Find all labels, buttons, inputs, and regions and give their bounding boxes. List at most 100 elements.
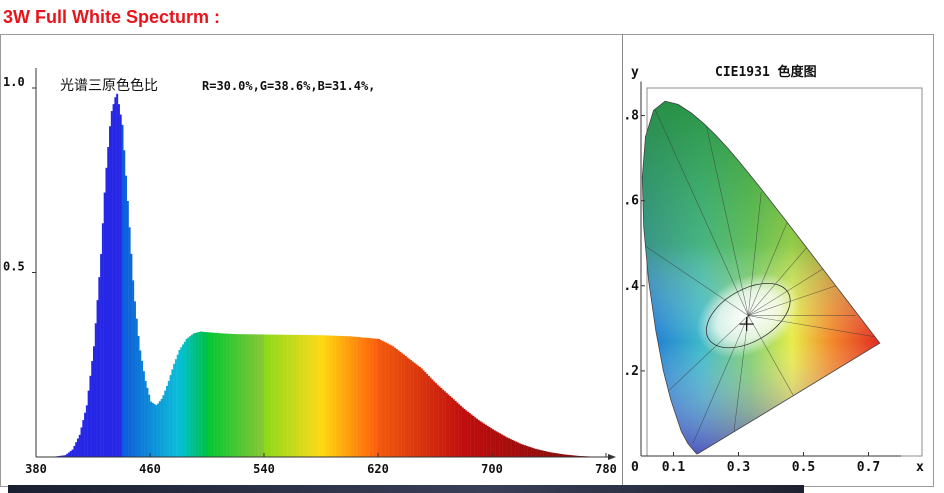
spectrum-bar: [424, 372, 427, 457]
spectrum-bar: [481, 422, 484, 457]
spectrum-bar: [468, 413, 471, 457]
spectrum-bar: [155, 405, 158, 457]
spectrum-bar: [329, 335, 332, 457]
spectrum-bar: [543, 450, 546, 457]
spectrum-y-ticks: 1.0 0.5: [3, 75, 36, 274]
spectrum-bar: [383, 341, 386, 457]
cie-x-tick-label: 0.3: [727, 460, 750, 475]
spectrum-bar: [82, 420, 85, 457]
spectrum-bar: [239, 334, 242, 457]
spectrum-bar: [215, 332, 218, 457]
spectrum-bar: [422, 370, 425, 457]
spectrum-bar: [297, 334, 300, 457]
spectrum-bar: [133, 301, 136, 457]
spectrum-bar: [94, 323, 97, 457]
spectrum-bar: [71, 449, 74, 457]
spectrum-bar: [114, 97, 117, 457]
spectrum-bar: [256, 334, 259, 457]
spectrum-bar: [447, 394, 450, 457]
spectrum-bar: [433, 381, 436, 457]
spectrum-bar: [132, 280, 135, 457]
spectrum-bar: [488, 427, 491, 457]
spectrum-bar: [324, 335, 327, 457]
spectrum-bar: [112, 104, 115, 457]
spectrum-bar: [363, 337, 366, 457]
spectrum-bar: [374, 338, 377, 457]
spectrum-bar: [524, 445, 527, 457]
spectrum-bar: [247, 334, 250, 457]
spectrum-bar: [353, 336, 356, 457]
spectrum-bar: [411, 361, 414, 457]
spectrum-bar: [237, 334, 240, 457]
spectrum-bar: [251, 334, 254, 457]
spectrum-bar: [550, 452, 553, 457]
spectrum-bar: [319, 335, 322, 457]
spectrum-bar: [401, 353, 404, 457]
spectrum-bar: [415, 364, 418, 457]
spectrum-bar: [577, 455, 580, 457]
cie-horseshoe: [641, 100, 881, 455]
spectrum-bar: [199, 331, 202, 457]
spectrum-bar: [572, 455, 575, 457]
spectrum-bar: [317, 335, 320, 457]
spectrum-bar: [182, 344, 185, 457]
spectrum-bar: [509, 439, 512, 457]
spectrum-bar: [185, 338, 188, 457]
spectrum-bar: [328, 335, 331, 457]
spectrum-bar: [388, 344, 391, 457]
spectrum-bar: [162, 395, 165, 457]
spectrum-bar: [335, 335, 338, 457]
spectrum-bars: [53, 93, 592, 458]
spectrum-bar: [310, 335, 313, 457]
cie-x-tick-label: 0.1: [662, 460, 686, 475]
spectrum-bar: [575, 455, 578, 457]
cie-region-boundary: [666, 315, 749, 393]
spectrum-bar: [178, 349, 181, 457]
cie-x-tick-label: 0.5: [792, 460, 815, 475]
spectrum-bar: [492, 429, 494, 457]
cie-region-boundary: [731, 315, 749, 448]
spectrum-bar: [194, 332, 197, 457]
spectrum-bar: [123, 150, 126, 457]
spectrum-annotation: 光谱三原色色比: [60, 77, 158, 94]
spectrum-bar: [379, 339, 382, 457]
spectrum-bar: [301, 334, 304, 457]
spectrum-x-tick-label: 620: [367, 462, 389, 476]
spectrum-bar: [228, 333, 231, 457]
cie-origin-label: 0: [631, 460, 639, 475]
cie-region-boundary: [748, 285, 837, 316]
spectrum-bar: [426, 373, 429, 457]
spectrum-bar: [493, 430, 496, 457]
spectrum-bar: [101, 223, 104, 457]
spectrum-bar: [381, 340, 384, 457]
spectrum-bar: [552, 452, 555, 457]
cie-y-ticks: .8 .6 .4 .2: [623, 109, 645, 379]
spectrum-bar: [500, 434, 503, 457]
spectrum-bar: [579, 455, 582, 457]
spectrum-bar: [402, 354, 405, 457]
spectrum-bar: [264, 334, 266, 457]
cie-region-boundary: [653, 106, 749, 316]
spectrum-bar: [557, 453, 560, 457]
spectrum-bar: [84, 412, 87, 457]
spectrum-bar: [513, 440, 516, 457]
spectrum-bar: [454, 400, 457, 457]
spectrum-bar: [223, 333, 226, 457]
spectrum-bar: [321, 335, 323, 457]
spectrum-bar: [150, 401, 152, 457]
spectrum-bar: [64, 455, 67, 457]
spectrum-bar: [370, 338, 373, 457]
spectrum-bar: [392, 346, 395, 457]
spectrum-bar: [365, 337, 368, 457]
spectrum-bar: [160, 398, 163, 457]
spectrum-bar: [190, 334, 193, 457]
spectrum-bar: [442, 389, 445, 457]
spectrum-bar: [171, 369, 174, 457]
cie-value-gradient: [642, 101, 880, 454]
spectrum-bar: [404, 355, 407, 457]
spectrum-bar: [356, 336, 359, 457]
spectrum-bar: [304, 335, 307, 457]
cie-region-boundary: [748, 247, 807, 316]
spectrum-bar: [167, 380, 170, 457]
